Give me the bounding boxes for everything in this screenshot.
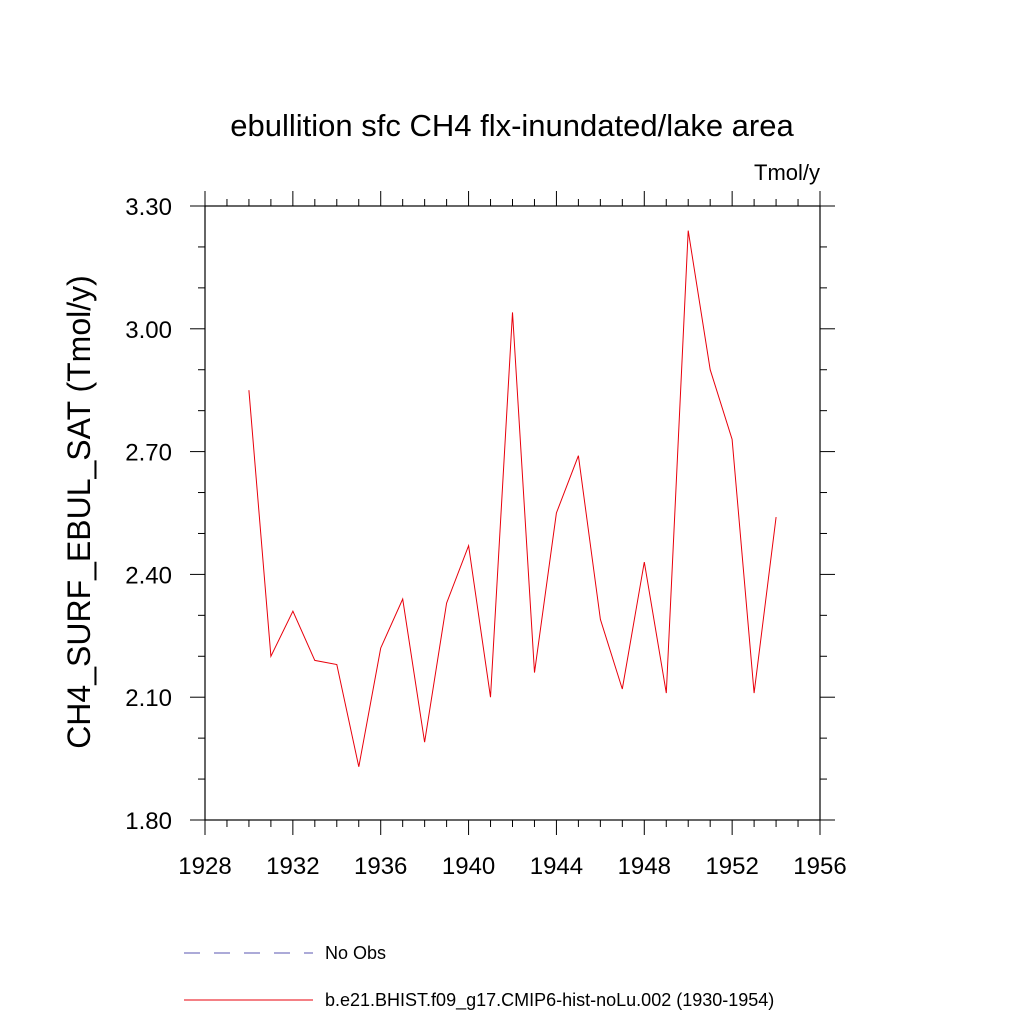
y-tick-label: 2.10	[125, 685, 172, 712]
y-tick-label: 2.40	[125, 562, 172, 589]
x-tick-label: 1940	[442, 853, 495, 880]
legend: No Obs b.e21.BHIST.f09_g17.CMIP6-hist-no…	[184, 943, 774, 1011]
x-tick-label: 1956	[793, 853, 846, 880]
legend-label-no-obs: No Obs	[325, 943, 386, 963]
series-line	[248, 230, 777, 767]
x-tick-label: 1928	[178, 853, 231, 880]
x-tick-label: 1936	[354, 853, 407, 880]
y-tick-labels: 1.80 2.10 2.40 2.70 3.00 3.30	[125, 194, 172, 835]
y-tick-label: 1.80	[125, 808, 172, 835]
units-label: Tmol/y	[754, 160, 820, 185]
y-tick-label: 3.00	[125, 317, 172, 344]
plot-frame	[204, 205, 821, 821]
series-layer	[248, 230, 777, 767]
x-tick-label: 1952	[705, 853, 758, 880]
x-tick-labels: 1928 1932 1936 1940 1944 1948 1952 1956	[178, 853, 846, 880]
y-axis-label: CH4_SURF_EBUL_SAT (Tmol/y)	[61, 275, 97, 749]
x-tick-label: 1948	[618, 853, 671, 880]
y-tick-label: 3.30	[125, 194, 172, 221]
axis-ticks	[190, 191, 835, 835]
y-tick-label: 2.70	[125, 440, 172, 467]
x-tick-label: 1944	[530, 853, 583, 880]
x-tick-label: 1932	[266, 853, 319, 880]
legend-label-model: b.e21.BHIST.f09_g17.CMIP6-hist-noLu.002 …	[325, 990, 774, 1011]
chart-title: ebullition sfc CH4 flx-inundated/lake ar…	[230, 108, 794, 143]
